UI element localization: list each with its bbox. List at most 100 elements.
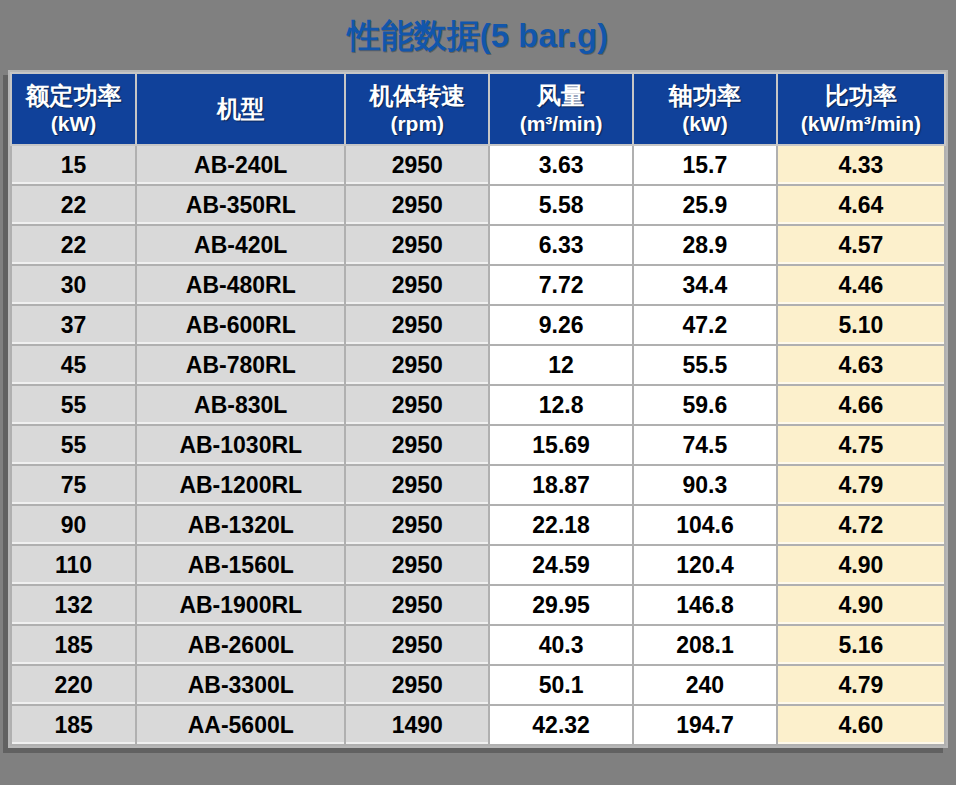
header-row: 额定功率(kW)机型机体转速(rpm)风量(m³/min)轴功率(kW)比功率(… — [11, 73, 945, 145]
table-cell: 90.3 — [633, 465, 777, 505]
table-row: 55AB-1030RL295015.6974.54.75 — [11, 425, 945, 465]
table-cell: 4.46 — [777, 265, 945, 305]
performance-table: 额定功率(kW)机型机体转速(rpm)风量(m³/min)轴功率(kW)比功率(… — [10, 72, 946, 746]
column-header-5: 比功率(kW/m³/min) — [777, 73, 945, 145]
table-cell: 37 — [11, 305, 136, 345]
table-cell: 6.33 — [489, 225, 633, 265]
table-cell: 194.7 — [633, 705, 777, 745]
table-cell: 5.58 — [489, 185, 633, 225]
column-header-label: 机型 — [137, 94, 344, 124]
table-cell: 74.5 — [633, 425, 777, 465]
table-cell: 104.6 — [633, 505, 777, 545]
table-cell: 4.90 — [777, 585, 945, 625]
table-row: 22AB-420L29506.3328.94.57 — [11, 225, 945, 265]
table-cell: 4.57 — [777, 225, 945, 265]
table-cell: 9.26 — [489, 305, 633, 345]
table-cell: AA-5600L — [136, 705, 345, 745]
table-cell: 34.4 — [633, 265, 777, 305]
table-cell: 59.6 — [633, 385, 777, 425]
column-header-label: 轴功率 — [634, 81, 776, 111]
table-row: 185AB-2600L295040.3208.15.16 — [11, 625, 945, 665]
table-cell: 30 — [11, 265, 136, 305]
table-cell: 4.63 — [777, 345, 945, 385]
table-cell: 4.72 — [777, 505, 945, 545]
table-cell: 2950 — [345, 145, 489, 185]
table-cell: AB-1200RL — [136, 465, 345, 505]
table-cell: 5.16 — [777, 625, 945, 665]
table-cell: 55 — [11, 385, 136, 425]
table-row: 55AB-830L295012.859.64.66 — [11, 385, 945, 425]
table-cell: 2950 — [345, 545, 489, 585]
table-cell: 4.60 — [777, 705, 945, 745]
table-cell: 2950 — [345, 185, 489, 225]
table-cell: 42.32 — [489, 705, 633, 745]
table-cell: 1490 — [345, 705, 489, 745]
table-cell: AB-1900RL — [136, 585, 345, 625]
table-cell: 2950 — [345, 585, 489, 625]
table-cell: AB-420L — [136, 225, 345, 265]
table-cell: 146.8 — [633, 585, 777, 625]
table-cell: 90 — [11, 505, 136, 545]
table-cell: 2950 — [345, 625, 489, 665]
table-cell: 47.2 — [633, 305, 777, 345]
table-cell: 132 — [11, 585, 136, 625]
table-body: 15AB-240L29503.6315.74.3322AB-350RL29505… — [11, 145, 945, 745]
column-header-4: 轴功率(kW) — [633, 73, 777, 145]
table-cell: 4.64 — [777, 185, 945, 225]
table-cell: 55.5 — [633, 345, 777, 385]
column-header-1: 机型 — [136, 73, 345, 145]
table-cell: 120.4 — [633, 545, 777, 585]
table-cell: 2950 — [345, 665, 489, 705]
table-row: 75AB-1200RL295018.8790.34.79 — [11, 465, 945, 505]
column-header-label: 比功率 — [778, 81, 944, 111]
table-cell: 15.69 — [489, 425, 633, 465]
table-cell: 18.87 — [489, 465, 633, 505]
table-cell: 22 — [11, 185, 136, 225]
table-cell: 4.79 — [777, 665, 945, 705]
table-cell: 2950 — [345, 225, 489, 265]
table-cell: AB-780RL — [136, 345, 345, 385]
table-cell: 7.72 — [489, 265, 633, 305]
column-header-unit: (rpm) — [346, 111, 488, 137]
table-cell: 2950 — [345, 385, 489, 425]
column-header-unit: (kW/m³/min) — [778, 111, 944, 137]
table-row: 132AB-1900RL295029.95146.84.90 — [11, 585, 945, 625]
table-cell: AB-350RL — [136, 185, 345, 225]
table-cell: 2950 — [345, 265, 489, 305]
table-cell: 220 — [11, 665, 136, 705]
table-cell: 22 — [11, 225, 136, 265]
table-cell: 25.9 — [633, 185, 777, 225]
table-cell: AB-600RL — [136, 305, 345, 345]
table-cell: 4.90 — [777, 545, 945, 585]
table-cell: 4.79 — [777, 465, 945, 505]
table-cell: AB-480RL — [136, 265, 345, 305]
column-header-label: 风量 — [490, 81, 632, 111]
column-header-unit: (m³/min) — [490, 111, 632, 137]
table-row: 30AB-480RL29507.7234.44.46 — [11, 265, 945, 305]
column-header-label: 额定功率 — [12, 81, 135, 111]
table-cell: 75 — [11, 465, 136, 505]
table-row: 185AA-5600L149042.32194.74.60 — [11, 705, 945, 745]
table-cell: 5.10 — [777, 305, 945, 345]
table-cell: AB-3300L — [136, 665, 345, 705]
table-cell: 40.3 — [489, 625, 633, 665]
column-header-label: 机体转速 — [346, 81, 488, 111]
table-cell: 12 — [489, 345, 633, 385]
table-cell: 2950 — [345, 465, 489, 505]
table-cell: AB-830L — [136, 385, 345, 425]
table-row: 37AB-600RL29509.2647.25.10 — [11, 305, 945, 345]
page-title: 性能数据(5 bar.g) — [0, 0, 956, 59]
table-cell: 2950 — [345, 505, 489, 545]
table-cell: 208.1 — [633, 625, 777, 665]
table-cell: 3.63 — [489, 145, 633, 185]
table-cell: 2950 — [345, 345, 489, 385]
table-cell: AB-1320L — [136, 505, 345, 545]
column-header-0: 额定功率(kW) — [11, 73, 136, 145]
table-cell: 24.59 — [489, 545, 633, 585]
table-cell: 4.66 — [777, 385, 945, 425]
column-header-2: 机体转速(rpm) — [345, 73, 489, 145]
table-cell: AB-1560L — [136, 545, 345, 585]
table-cell: 2950 — [345, 305, 489, 345]
column-header-unit: (kW) — [634, 111, 776, 137]
table-cell: 22.18 — [489, 505, 633, 545]
